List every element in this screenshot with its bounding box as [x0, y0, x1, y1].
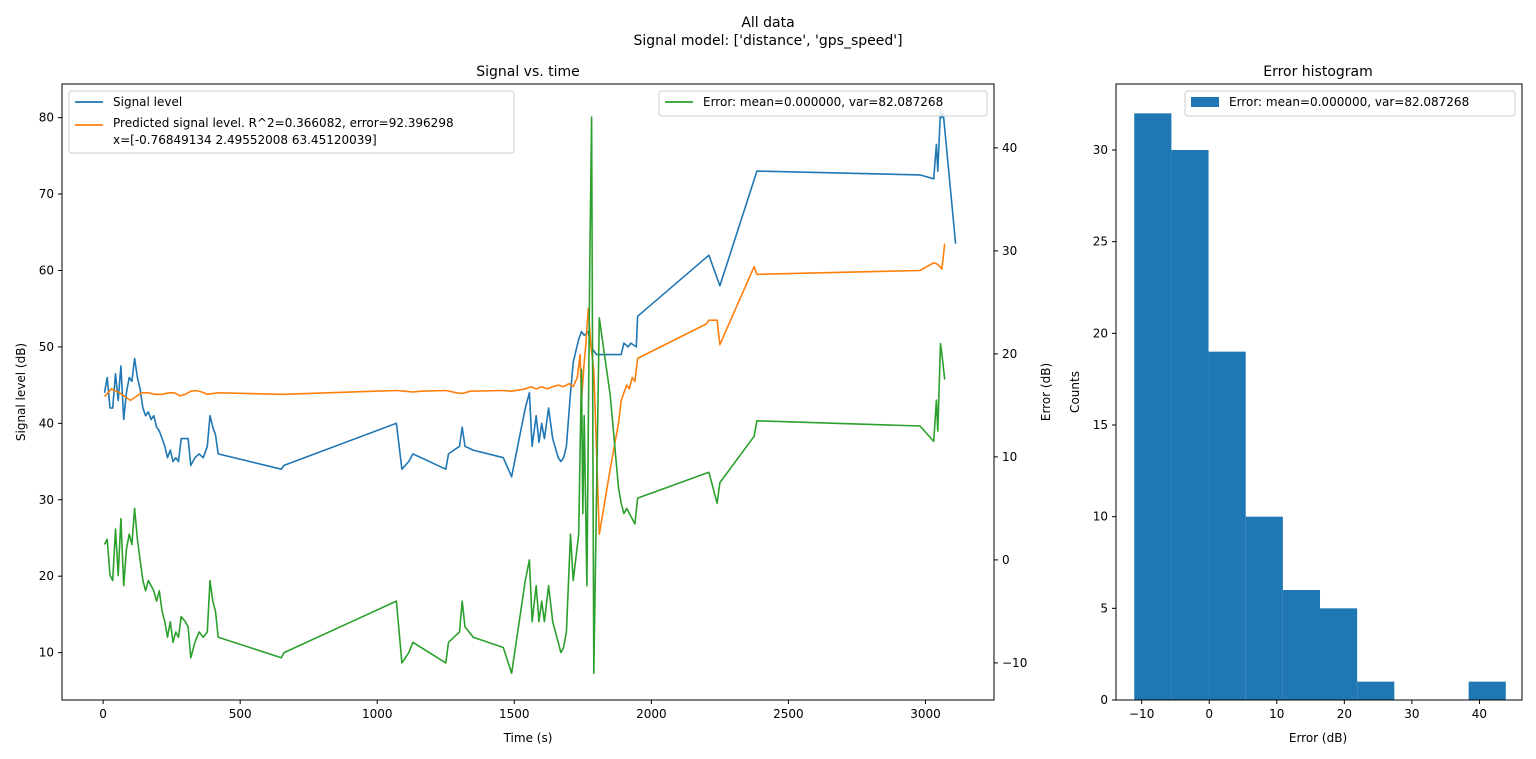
legend-label-predicted: Predicted signal level. R^2=0.366082, er…	[113, 116, 454, 130]
signal-y-ticks: 10 20 30 40 50 60 70 80	[39, 111, 62, 660]
series-line-1	[103, 243, 946, 535]
histogram-y-axis-label: Counts	[1068, 371, 1082, 413]
histogram-y-ticks: 0 5 10 15 20 25 30	[1093, 143, 1116, 707]
hist-y-tick-label: 20	[1093, 326, 1108, 340]
histogram-legend: Error: mean=0.000000, var=82.087268	[1184, 90, 1516, 117]
hist-x-tick-label: 10	[1269, 707, 1284, 721]
y-tick-label: 10	[39, 646, 54, 660]
hist-y-tick-label: 15	[1093, 418, 1108, 432]
y-tick-label: 40	[39, 416, 54, 430]
signal-y-axis-label: Signal level (dB)	[14, 343, 28, 441]
hist-x-tick-label: 0	[1205, 707, 1213, 721]
hist-y-tick-label: 25	[1093, 235, 1108, 249]
legend-label-signal: Signal level	[113, 95, 182, 109]
histogram-bar	[1208, 351, 1246, 700]
hist-y-tick-label: 30	[1093, 143, 1108, 157]
histogram-bars	[1134, 113, 1506, 701]
signal-legend: Signal level Predicted signal level. R^2…	[68, 90, 515, 154]
histogram-x-ticks: −10 0 10 20 30 40	[1129, 700, 1487, 721]
histogram-bar	[1245, 516, 1283, 700]
histogram-bar	[1282, 590, 1321, 700]
error-histogram-chart: Error histogram −10 0 10 20 30 40 0 5 10 15 20 25 3…	[1068, 64, 1523, 745]
legend-label-histogram: Error: mean=0.000000, var=82.087268	[1229, 95, 1469, 109]
histogram-bar	[1357, 681, 1395, 700]
suptitle-line2: Signal model: ['distance', 'gps_speed']	[633, 33, 902, 49]
hist-y-tick-label: 10	[1093, 510, 1108, 524]
y-tick-label: 60	[39, 263, 54, 277]
histogram-bar	[1320, 608, 1358, 700]
histogram-bar	[1134, 113, 1172, 701]
y-tick-label: 70	[39, 187, 54, 201]
signal-chart-frame	[61, 83, 995, 701]
signal-vs-time-chart: Signal vs. time 0 500 1000 1500 2000 2500 3000…	[14, 64, 1053, 745]
y2-tick-label: −10	[1002, 656, 1027, 670]
error-legend-box	[658, 90, 988, 117]
y-tick-label: 50	[39, 340, 54, 354]
histogram-bar	[1171, 150, 1209, 700]
error-y2-ticks: −10 0 10 20 30 40	[994, 141, 1027, 670]
hist-x-tick-label: 40	[1472, 707, 1487, 721]
histogram-title: Error histogram	[1263, 64, 1373, 80]
x-tick-label: 0	[99, 707, 107, 721]
hist-x-tick-label: 30	[1404, 707, 1419, 721]
error-y2-axis-label: Error (dB)	[1039, 363, 1053, 421]
signal-series-lines	[103, 109, 957, 674]
y2-tick-label: 20	[1002, 347, 1017, 361]
y2-tick-label: 0	[1002, 553, 1010, 567]
y-tick-label: 30	[39, 493, 54, 507]
signal-chart-title: Signal vs. time	[476, 64, 580, 80]
y2-tick-label: 40	[1002, 141, 1017, 155]
x-tick-label: 2000	[636, 707, 667, 721]
signal-x-axis-label: Time (s)	[503, 731, 553, 745]
y-tick-label: 20	[39, 569, 54, 583]
legend-swatch-histogram	[1191, 97, 1219, 107]
legend-label-error: Error: mean=0.000000, var=82.087268	[703, 95, 943, 109]
hist-y-tick-label: 5	[1100, 601, 1108, 615]
signal-x-ticks: 0 500 1000 1500 2000 2500 3000	[99, 700, 941, 721]
hist-x-tick-label: 20	[1337, 707, 1352, 721]
hist-x-tick-label: −10	[1129, 707, 1154, 721]
x-tick-label: 2500	[773, 707, 804, 721]
series-line-2	[103, 116, 946, 674]
histogram-legend-box	[1184, 90, 1516, 117]
x-tick-label: 3000	[910, 707, 941, 721]
error-legend: Error: mean=0.000000, var=82.087268	[658, 90, 988, 117]
hist-y-tick-label: 0	[1100, 693, 1108, 707]
suptitle-line1: All data	[741, 15, 794, 31]
y-tick-label: 80	[39, 111, 54, 125]
series-line-0	[103, 109, 957, 478]
histogram-frame	[1115, 83, 1523, 701]
x-tick-label: 1500	[499, 707, 530, 721]
x-tick-label: 1000	[362, 707, 393, 721]
x-tick-label: 500	[229, 707, 252, 721]
signal-legend-box	[68, 90, 515, 154]
histogram-bar	[1468, 681, 1506, 700]
legend-label-coefficients: x=[-0.76849134 2.49552008 63.45120039]	[113, 133, 377, 147]
y2-tick-label: 10	[1002, 450, 1017, 464]
histogram-x-axis-label: Error (dB)	[1289, 731, 1347, 745]
y2-tick-label: 30	[1002, 244, 1017, 258]
